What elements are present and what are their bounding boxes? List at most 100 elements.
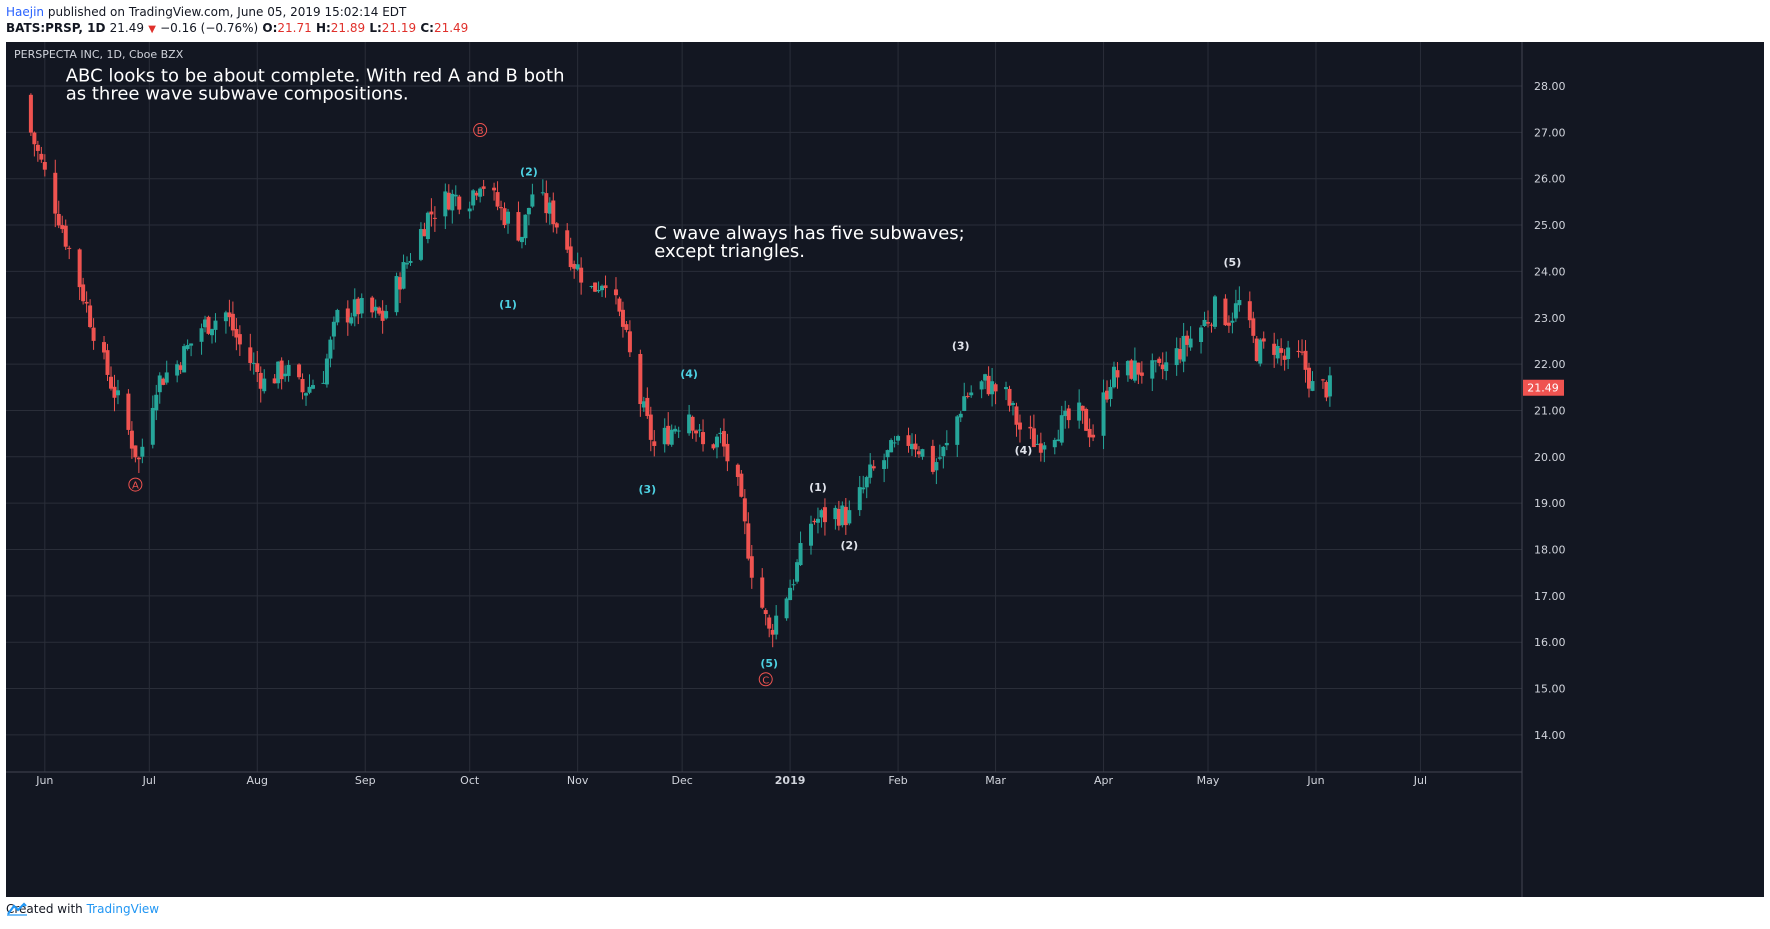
candle-body bbox=[694, 430, 699, 434]
candle-body bbox=[60, 225, 65, 230]
candle-body bbox=[749, 556, 754, 578]
candle-body bbox=[88, 305, 93, 328]
candle-body bbox=[495, 192, 500, 207]
candle-body bbox=[1251, 318, 1256, 336]
candle-body bbox=[380, 310, 385, 321]
x-tick-label: Feb bbox=[888, 774, 907, 787]
candle-body bbox=[944, 442, 949, 446]
candle-body bbox=[676, 430, 681, 432]
candle-body bbox=[81, 284, 86, 302]
candle-body bbox=[1261, 338, 1266, 342]
candle-body bbox=[35, 144, 40, 151]
annotation-text: ABC looks to be about complete. With red… bbox=[66, 65, 565, 86]
candle-body bbox=[711, 444, 716, 449]
candle-body bbox=[1279, 348, 1284, 353]
candle-body bbox=[1059, 415, 1064, 443]
candle-body bbox=[446, 192, 451, 210]
tradingview-brand[interactable]: TradingView bbox=[86, 902, 160, 916]
candle-body bbox=[432, 217, 437, 219]
candle-body bbox=[833, 507, 838, 520]
x-tick-label: Jun bbox=[35, 774, 53, 787]
candle-body bbox=[1031, 428, 1036, 447]
candle-body bbox=[1063, 410, 1068, 417]
candle-body bbox=[920, 449, 925, 457]
candle-body bbox=[965, 395, 970, 397]
candle-body bbox=[356, 298, 361, 315]
candle-body bbox=[1310, 381, 1315, 391]
candle-body bbox=[718, 432, 723, 435]
candle-body bbox=[474, 192, 479, 196]
candle-body bbox=[206, 316, 211, 334]
annotation-text: C wave always has five subwaves; bbox=[654, 223, 964, 244]
wave-label: (5) bbox=[760, 657, 778, 670]
candle-body bbox=[1206, 322, 1211, 324]
candle-body bbox=[140, 446, 145, 457]
candle-body bbox=[401, 262, 406, 289]
candle-body bbox=[422, 229, 427, 237]
candle-body bbox=[857, 487, 862, 511]
wave-circle-a bbox=[128, 477, 143, 492]
publish-info: Haejin published on TradingView.com, Jun… bbox=[6, 4, 468, 20]
author-link[interactable]: Haejin bbox=[6, 5, 45, 19]
candle-body bbox=[1254, 338, 1259, 361]
candle-body bbox=[1307, 367, 1312, 389]
chart-panel[interactable]: 28.00 27.00 26.00 25.00 24.00 23.00 22.00 21.00… bbox=[6, 42, 1764, 897]
candle-body bbox=[182, 346, 187, 373]
candle-body bbox=[742, 498, 747, 522]
candle-body bbox=[791, 584, 796, 586]
candle-body bbox=[157, 375, 162, 393]
y-tick-label: 16.00 bbox=[1534, 636, 1566, 649]
candle-body bbox=[1056, 439, 1061, 442]
low-value: 21.19 bbox=[381, 21, 417, 35]
candle-body bbox=[1129, 360, 1134, 379]
published-text: published on TradingView.com, June 05, 2… bbox=[47, 5, 407, 19]
candle-body bbox=[328, 339, 333, 359]
candle-body bbox=[1038, 443, 1043, 453]
wave-label: (1) bbox=[499, 298, 517, 311]
candle-body bbox=[565, 230, 570, 250]
candle-body bbox=[958, 413, 963, 418]
candle-body bbox=[450, 193, 455, 211]
candle-body bbox=[1188, 338, 1193, 348]
candlestick-chart[interactable]: 28.00 27.00 26.00 25.00 24.00 23.00 22.00 21.00… bbox=[6, 42, 1764, 897]
ohlc-row: BATS:PRSP, 1D 21.49 ▼ −0.16 (−0.76%) O:2… bbox=[6, 20, 468, 38]
candle-body bbox=[788, 587, 793, 601]
candle-body bbox=[941, 446, 946, 457]
candle-body bbox=[300, 378, 305, 393]
chart-title: PERSPECTA INC, 1D, Cboe BZX bbox=[14, 48, 184, 61]
candle-body bbox=[620, 309, 625, 327]
candle-body bbox=[1230, 320, 1235, 323]
candle-body bbox=[209, 329, 214, 336]
wave-label: (4) bbox=[1015, 444, 1033, 457]
close-label: C: bbox=[420, 21, 434, 35]
y-tick-label: 26.00 bbox=[1534, 173, 1566, 186]
candle-body bbox=[230, 313, 235, 331]
candle-body bbox=[1007, 388, 1012, 406]
candle-body bbox=[600, 285, 605, 291]
close-value: 21.49 bbox=[433, 21, 469, 35]
candle-body bbox=[161, 378, 166, 385]
candle-body bbox=[237, 334, 242, 345]
candle-body bbox=[885, 450, 890, 458]
candle-body bbox=[1132, 360, 1137, 381]
candle-body bbox=[760, 577, 765, 608]
candle-body bbox=[906, 435, 911, 446]
candle-body bbox=[955, 416, 960, 445]
candle-body bbox=[1139, 372, 1144, 376]
candle-body bbox=[478, 188, 483, 197]
candle-body bbox=[871, 466, 876, 469]
candles bbox=[28, 93, 1332, 648]
candle-body bbox=[1017, 422, 1022, 430]
candle-body bbox=[934, 462, 939, 471]
candle-body bbox=[32, 132, 37, 145]
candle-body bbox=[408, 260, 413, 263]
candle-body bbox=[373, 306, 378, 311]
candle-body bbox=[331, 321, 336, 337]
candle-body bbox=[1035, 443, 1040, 445]
candle-body bbox=[126, 393, 131, 430]
candle-body bbox=[136, 457, 141, 460]
candle-body bbox=[666, 425, 671, 445]
candle-body bbox=[394, 276, 399, 313]
y-tick-label: 17.00 bbox=[1534, 590, 1566, 603]
candle-body bbox=[1125, 361, 1130, 376]
